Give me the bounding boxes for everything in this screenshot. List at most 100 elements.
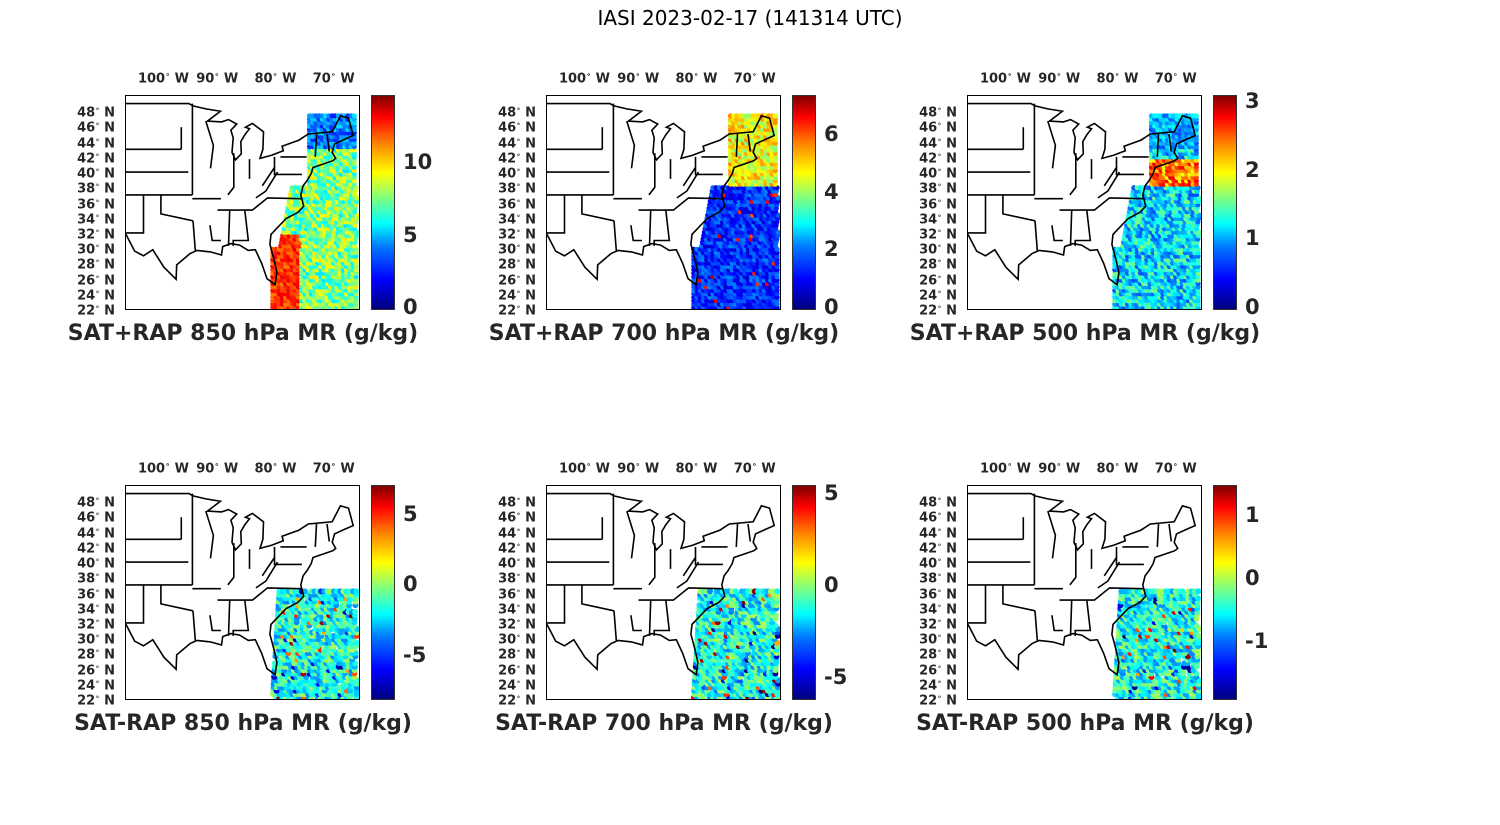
lat-tick-label: 24∘ N <box>919 287 957 304</box>
lon-tick-label: 80∘ W <box>1096 70 1139 87</box>
state-border <box>613 220 618 251</box>
lat-tick-label: 36∘ N <box>498 586 536 602</box>
state-border <box>209 225 221 242</box>
swath-point <box>1193 113 1199 119</box>
lat-tick-label: 44∘ N <box>919 135 957 151</box>
lon-tick-label: 80∘ W <box>254 70 297 87</box>
map-axes <box>125 95 360 310</box>
lat-tick-label: 42∘ N <box>77 540 115 557</box>
state-border <box>1047 120 1057 169</box>
state-border <box>326 133 331 152</box>
lat-tick-label: 44∘ N <box>77 135 115 151</box>
lat-tick-label: 22∘ N <box>77 693 115 709</box>
state-border <box>638 197 723 211</box>
lon-tick-label: 100∘ W <box>137 70 189 87</box>
lat-tick-label: 36∘ N <box>919 196 957 212</box>
lon-tick-label: 70∘ W <box>733 460 776 477</box>
colorbar-tick-label: 0 <box>1245 295 1260 319</box>
colorbar <box>371 485 395 700</box>
colorbar-tick-label: 5 <box>403 501 418 526</box>
state-border <box>581 194 615 222</box>
panel-title: SAT+RAP 850 hPa MR (g/kg) <box>67 321 419 346</box>
lon-tick-label: 100∘ W <box>558 460 610 477</box>
map-svg <box>547 102 780 309</box>
state-border <box>1074 210 1092 246</box>
lat-tick-label: 36∘ N <box>77 586 115 602</box>
state-border <box>314 523 318 547</box>
map-axes <box>967 95 1202 310</box>
lat-tick-label: 28∘ N <box>919 257 957 273</box>
state-border <box>227 543 235 586</box>
lat-tick-label: 42∘ N <box>498 540 536 557</box>
lat-tick-label: 24∘ N <box>77 677 115 694</box>
lat-tick-label: 28∘ N <box>77 647 115 663</box>
state-border <box>227 153 235 196</box>
lat-tick-label: 44∘ N <box>498 135 536 151</box>
lat-tick-label: 46∘ N <box>77 510 115 526</box>
lat-tick-label: 46∘ N <box>919 120 957 136</box>
lat-tick-label: 38∘ N <box>77 181 115 197</box>
lon-tick-label: 100∘ W <box>979 70 1031 87</box>
lat-tick-label: 22∘ N <box>498 693 536 709</box>
lon-tick-label: 100∘ W <box>137 460 189 477</box>
lat-tick-label: 26∘ N <box>77 662 115 678</box>
colorbar-tick-label: 10 <box>403 150 433 175</box>
state-border <box>676 171 700 199</box>
lat-tick-label: 40∘ N <box>919 166 957 182</box>
colorbar-tick-label: 2 <box>1245 157 1260 182</box>
map-panel: 100∘ W 90∘ W 80∘ W 70∘ W 48∘ N 46∘ N 44∘ N 42∘ … <box>53 45 433 405</box>
colorbar-tick-label: 4 <box>824 179 839 204</box>
lat-tick-label: 22∘ N <box>498 303 536 319</box>
colorbar-tick-label: 6 <box>824 122 839 147</box>
lat-tick-label: 36∘ N <box>77 196 115 212</box>
lat-tick-label: 42∘ N <box>77 150 115 167</box>
lat-tick-label: 24∘ N <box>498 287 536 304</box>
state-border <box>160 584 194 612</box>
lat-tick-label: 32∘ N <box>77 616 115 633</box>
state-border <box>126 584 145 624</box>
lon-tick-label: 80∘ W <box>254 460 297 477</box>
lat-tick-label: 38∘ N <box>498 181 536 197</box>
state-border <box>1069 153 1077 196</box>
map-svg <box>968 102 1201 309</box>
map-axes <box>546 485 781 700</box>
colorbar-tick-label: -5 <box>403 642 427 667</box>
colorbar <box>371 95 395 310</box>
swath-point <box>352 608 358 615</box>
lat-tick-label: 44∘ N <box>498 525 536 541</box>
lat-tick-label: 30∘ N <box>919 242 957 258</box>
map-panel: 100∘ W 90∘ W 80∘ W 70∘ W 48∘ N 46∘ N 44∘ N 42∘ … <box>474 435 854 795</box>
state-border <box>217 587 302 601</box>
state-border <box>630 225 642 242</box>
lat-tick-label: 42∘ N <box>919 150 957 167</box>
lat-tick-label: 32∘ N <box>77 226 115 243</box>
state-border <box>648 153 656 196</box>
lat-tick-label: 48∘ N <box>498 105 536 121</box>
lon-tick-label: 70∘ W <box>312 460 355 477</box>
state-border <box>735 133 739 157</box>
state-border <box>192 610 197 641</box>
state-border <box>1051 225 1063 242</box>
state-border <box>1156 133 1160 157</box>
lat-tick-label: 46∘ N <box>498 120 536 136</box>
state-border <box>273 156 302 176</box>
state-border <box>547 194 566 234</box>
lat-tick-label: 44∘ N <box>77 525 115 541</box>
lat-tick-label: 26∘ N <box>77 272 115 288</box>
lat-tick-label: 28∘ N <box>77 257 115 273</box>
map-svg <box>126 102 359 309</box>
state-border <box>1168 133 1173 152</box>
state-border <box>227 210 231 246</box>
state-border <box>314 133 318 157</box>
lat-tick-label: 48∘ N <box>919 105 957 121</box>
lon-tick-label: 90∘ W <box>617 460 660 477</box>
lat-tick-label: 46∘ N <box>77 120 115 136</box>
panel-title: SAT+RAP 500 hPa MR (g/kg) <box>909 321 1261 346</box>
map-axes <box>125 485 360 700</box>
map-panel: 100∘ W 90∘ W 80∘ W 70∘ W 48∘ N 46∘ N 44∘ N 42∘ … <box>895 45 1275 405</box>
lon-tick-label: 90∘ W <box>617 70 660 87</box>
map-axes <box>546 95 781 310</box>
lon-tick-label: 80∘ W <box>675 460 718 477</box>
lon-tick-label: 90∘ W <box>196 460 239 477</box>
